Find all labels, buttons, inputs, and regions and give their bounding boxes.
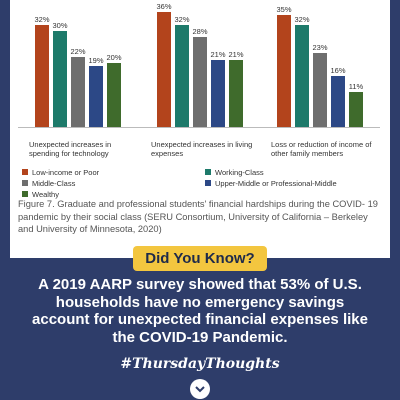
legend-label: Wealthy xyxy=(32,190,59,199)
legend-swatch xyxy=(205,169,211,175)
value-label: 21% xyxy=(228,49,244,59)
bar xyxy=(107,63,121,127)
value-label: 36% xyxy=(156,1,172,11)
value-label: 35% xyxy=(276,5,292,14)
bar xyxy=(211,59,225,127)
value-label: 32% xyxy=(174,14,190,24)
bar xyxy=(331,75,345,127)
bar xyxy=(295,24,309,127)
bar xyxy=(53,31,67,127)
legend-label: Middle-Class xyxy=(32,179,76,188)
legend-label: Low-income or Poor xyxy=(32,168,100,177)
axis-line xyxy=(18,127,380,128)
value-label: 22% xyxy=(70,46,86,56)
category-label: Unexpected increases in spending for tec… xyxy=(29,140,112,158)
value-label: 11% xyxy=(348,81,364,91)
bar xyxy=(229,59,243,127)
bar xyxy=(71,56,85,127)
value-label: 19% xyxy=(88,56,104,66)
bar xyxy=(35,24,49,127)
legend-swatch xyxy=(22,180,28,186)
legend-swatch xyxy=(205,180,211,186)
value-label: 20% xyxy=(106,53,122,62)
bar xyxy=(175,24,189,127)
value-label: 21% xyxy=(210,49,226,59)
value-label: 32% xyxy=(294,14,310,24)
bar xyxy=(89,66,103,127)
legend-label: Upper-Middle or Professional-Middle xyxy=(215,179,337,188)
legend-label: Working-Class xyxy=(215,168,264,177)
category-label: Unexpected increases in living expenses xyxy=(151,140,253,158)
category-label: Loss or reduction of income of other fam… xyxy=(271,140,372,158)
legend-swatch xyxy=(22,191,28,197)
value-label: 16% xyxy=(330,65,346,75)
value-label: 23% xyxy=(312,43,328,53)
value-label: 30% xyxy=(52,21,68,30)
value-label: 32% xyxy=(34,14,50,24)
caption: Figure 7. Graduate and professional stud… xyxy=(18,199,378,234)
chevron xyxy=(195,386,205,393)
bar xyxy=(349,91,363,127)
body-text: A 2019 AARP survey showed that 53% of U.… xyxy=(32,276,368,346)
scroll-button[interactable] xyxy=(190,379,210,399)
bar xyxy=(157,11,171,127)
banner: Did You Know? xyxy=(133,246,267,271)
legend-swatch xyxy=(22,169,28,175)
bar xyxy=(193,37,207,127)
hashtag: #ThursdayThoughts xyxy=(120,356,280,372)
bar xyxy=(313,53,327,127)
value-label: 28% xyxy=(192,27,208,37)
bar xyxy=(277,15,291,127)
